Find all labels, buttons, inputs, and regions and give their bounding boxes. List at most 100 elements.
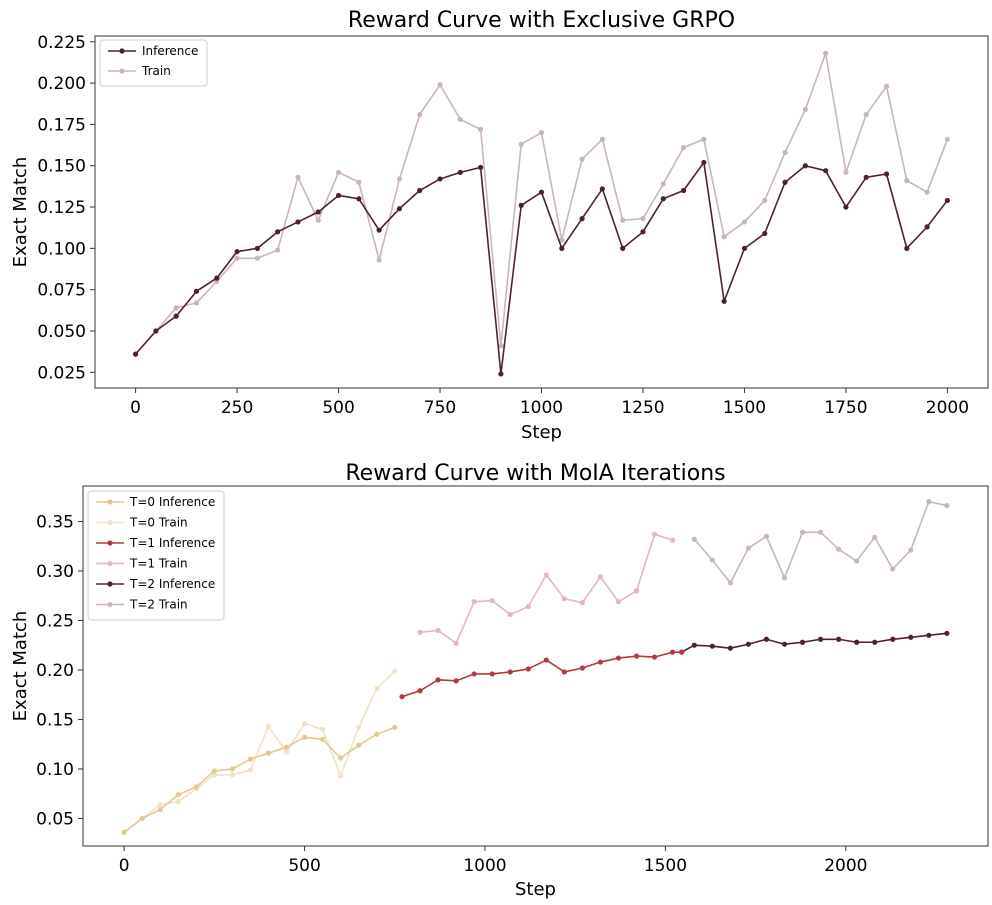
data-point [762, 230, 768, 237]
data-point [721, 298, 727, 304]
data-point [543, 657, 549, 663]
data-point [680, 144, 687, 151]
data-point [883, 83, 890, 90]
data-point [356, 179, 362, 185]
data-point [854, 639, 860, 645]
legend-label: T=0 Inference [129, 495, 215, 509]
data-point [498, 343, 504, 349]
chart-title: Reward Curve with Exclusive GRPO [348, 8, 735, 33]
data-point [843, 204, 849, 210]
data-point [139, 815, 145, 822]
y-tick-label: 0.10 [36, 760, 74, 780]
data-point [247, 767, 254, 773]
series-train [132, 50, 951, 357]
data-point [175, 799, 181, 805]
data-point [320, 736, 326, 742]
x-tick-label: 1250 [621, 398, 664, 418]
series-line [401, 651, 682, 698]
series-line [134, 52, 949, 355]
data-point [507, 669, 513, 675]
data-point [453, 678, 459, 684]
plot-area [94, 35, 989, 389]
data-point [883, 171, 890, 177]
data-point [679, 649, 685, 655]
legend-item: T=2 Train [96, 598, 188, 612]
data-point [944, 197, 951, 204]
data-point [435, 677, 441, 683]
y-axis-label: Exact Match [10, 157, 31, 268]
data-point [727, 645, 733, 651]
data-point [926, 632, 932, 638]
data-point [234, 249, 240, 255]
data-point [315, 217, 321, 223]
series-line [693, 500, 948, 584]
data-point [872, 639, 878, 645]
data-point [745, 545, 751, 551]
data-point [193, 288, 200, 294]
data-point [157, 802, 163, 808]
legend-swatch-marker [107, 519, 113, 526]
data-point [559, 245, 565, 251]
data-point [890, 636, 896, 642]
data-point [320, 726, 326, 732]
data-point [802, 163, 808, 169]
data-point [701, 159, 707, 166]
series-t-1-inference [399, 649, 685, 700]
x-tick-label: 250 [221, 398, 253, 418]
data-point [211, 768, 217, 774]
data-point [691, 536, 697, 542]
y-tick-label: 0.175 [37, 115, 86, 135]
data-point [295, 174, 301, 180]
data-point [890, 566, 896, 572]
data-point [561, 669, 567, 675]
series-t-1-train [417, 531, 676, 646]
data-point [691, 642, 697, 648]
x-tick-label: 500 [288, 856, 320, 876]
y-tick-label: 0.100 [37, 239, 86, 259]
data-point [701, 136, 707, 142]
data-point [944, 503, 950, 509]
data-point [745, 641, 751, 647]
data-point [599, 136, 605, 142]
data-point [338, 755, 344, 761]
data-point [908, 547, 914, 553]
data-point [763, 636, 770, 642]
data-point [660, 181, 666, 187]
legend-item: T=1 Train [96, 557, 188, 571]
data-point [670, 537, 676, 543]
x-tick-label: 750 [424, 398, 456, 418]
data-point [457, 116, 463, 123]
legend-item: T=2 Inference [96, 577, 215, 591]
data-point [924, 224, 930, 230]
data-point [471, 599, 477, 605]
data-point [489, 598, 495, 604]
series-t-0-inference [121, 724, 398, 835]
series-line [123, 726, 396, 833]
legend-label: Inference [142, 44, 198, 58]
data-point [538, 189, 545, 195]
data-point [265, 723, 272, 729]
legend-swatch-marker [107, 560, 113, 567]
legend-label: T=2 Train [129, 598, 188, 612]
data-point [525, 603, 531, 610]
data-point [579, 600, 586, 606]
series-t-2-inference [679, 630, 950, 655]
data-point [633, 588, 640, 594]
data-point [396, 206, 403, 212]
data-point [193, 784, 199, 790]
x-tick-label: 0 [130, 398, 141, 418]
data-point [295, 219, 301, 225]
data-point [376, 227, 382, 233]
data-point [518, 141, 524, 147]
data-point [229, 766, 235, 772]
data-point [376, 257, 382, 263]
data-point [153, 328, 159, 334]
series-t-2-train [691, 499, 950, 586]
data-point [175, 792, 181, 798]
data-point [579, 216, 585, 222]
data-point [392, 724, 398, 730]
data-point [374, 731, 380, 737]
data-point [283, 744, 290, 750]
data-point [417, 187, 423, 194]
